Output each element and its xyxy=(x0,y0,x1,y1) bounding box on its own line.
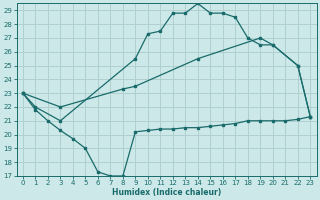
X-axis label: Humidex (Indice chaleur): Humidex (Indice chaleur) xyxy=(112,188,221,197)
